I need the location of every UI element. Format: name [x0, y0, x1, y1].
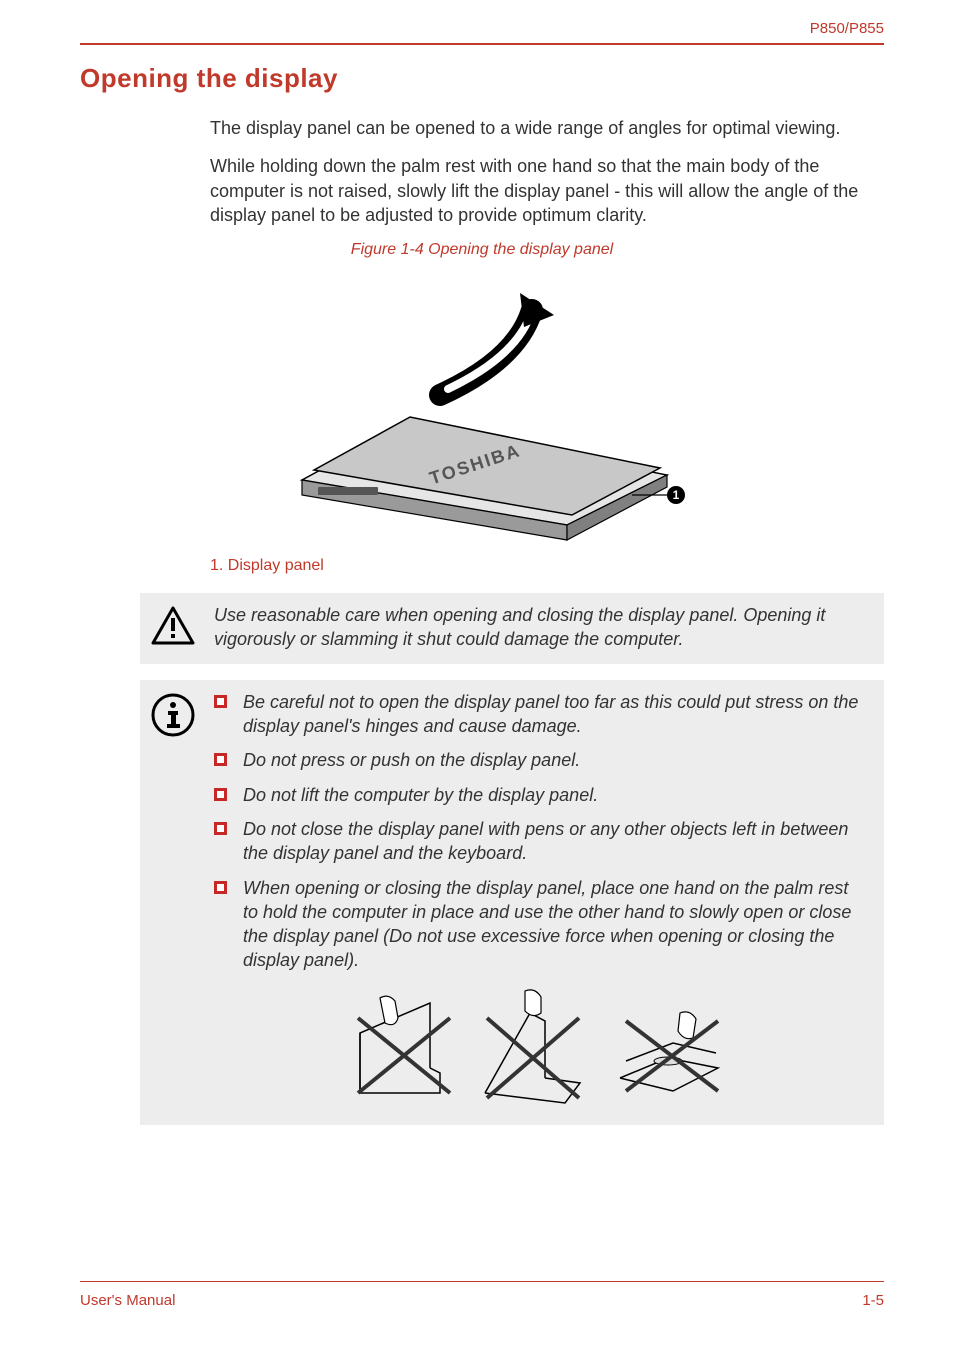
figure-caption: Figure 1-4 Opening the display panel [80, 241, 884, 259]
bullet-text: When opening or closing the display pane… [243, 876, 866, 973]
bullet-icon [214, 881, 227, 894]
top-rule [80, 43, 884, 45]
list-item: Be careful not to open the display panel… [214, 690, 866, 739]
dont-illustrations [214, 983, 866, 1113]
list-item: Do not close the display panel with pens… [214, 817, 866, 866]
list-item: When opening or closing the display pane… [214, 876, 866, 973]
header-model: P850/P855 [80, 20, 884, 37]
list-item: Do not press or push on the display pane… [214, 748, 866, 772]
warning-callout: Use reasonable care when opening and clo… [140, 593, 884, 664]
laptop-opening-illustration: TOSHIBA 1 [272, 265, 692, 545]
info-callout: Be careful not to open the display panel… [140, 680, 884, 1125]
figure-opening-display: TOSHIBA 1 [80, 265, 884, 545]
footer-rule [80, 1281, 884, 1282]
bullet-text: Be careful not to open the display panel… [243, 690, 866, 739]
bullet-text: Do not lift the computer by the display … [243, 783, 598, 807]
callout-number: 1 [673, 488, 680, 502]
bullet-icon [214, 822, 227, 835]
warning-icon [150, 603, 196, 652]
bullet-icon [214, 695, 227, 708]
info-bullet-list: Be careful not to open the display panel… [214, 690, 866, 973]
section-title: Opening the display [80, 63, 884, 94]
info-icon [150, 690, 196, 1113]
footer-left: User's Manual [80, 1292, 175, 1309]
paragraph-1: The display panel can be opened to a wid… [210, 116, 884, 140]
warning-text: Use reasonable care when opening and clo… [214, 603, 866, 652]
bullet-text: Do not close the display panel with pens… [243, 817, 866, 866]
bullet-text: Do not press or push on the display pane… [243, 748, 580, 772]
page-footer: User's Manual 1-5 [80, 1281, 884, 1309]
list-item: Do not lift the computer by the display … [214, 783, 866, 807]
footer-right: 1-5 [862, 1292, 884, 1309]
figure-legend: 1. Display panel [210, 557, 884, 575]
bullet-icon [214, 753, 227, 766]
bullet-icon [214, 788, 227, 801]
paragraph-2: While holding down the palm rest with on… [210, 154, 884, 227]
